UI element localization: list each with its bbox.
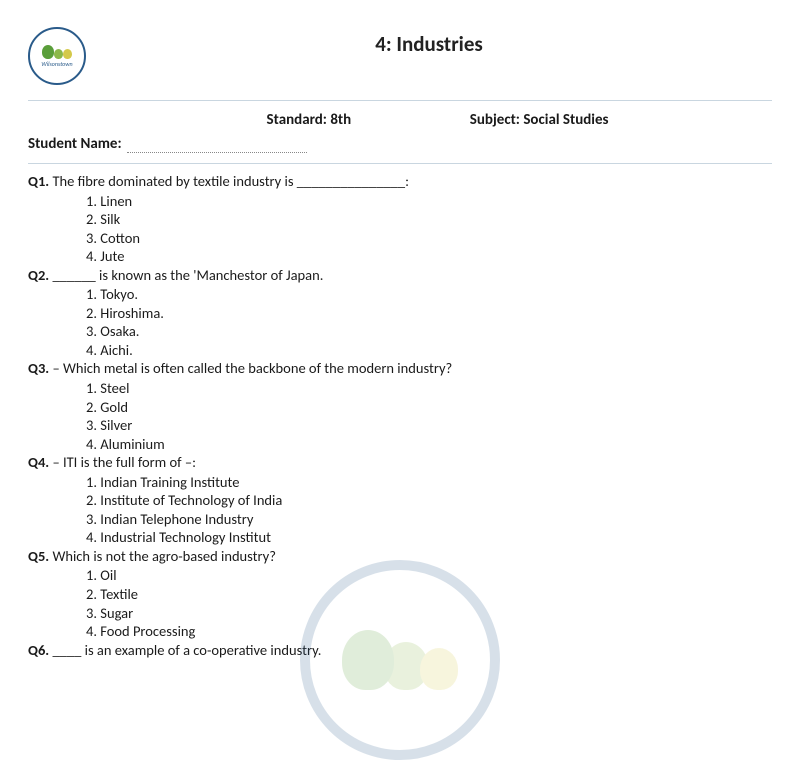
question-option: 3. Osaka. — [28, 322, 772, 341]
question-option: 2. Institute of Technology of India — [28, 491, 772, 510]
student-name-label: Student Name: — [28, 135, 122, 153]
question-option: 4. Food Processing — [28, 622, 772, 641]
logo-caption: Wilsonstown — [41, 60, 72, 68]
question-option: 3. Indian Telephone Industry — [28, 510, 772, 529]
header-divider — [28, 100, 772, 101]
question-option: 4. Industrial Technology Institut — [28, 528, 772, 547]
question-option: 3. Sugar — [28, 604, 772, 623]
question-option: 3. Cotton — [28, 229, 772, 248]
question-option: 2. Silk — [28, 210, 772, 229]
question-option: 1. Steel — [28, 379, 772, 398]
question-option: 4. Jute — [28, 247, 772, 266]
question-number: Q4. — [28, 453, 52, 471]
question-option: 3. Silver — [28, 416, 772, 435]
question-number: Q3. — [28, 359, 52, 377]
meta-divider — [28, 163, 772, 164]
question-option: 1. Tokyo. — [28, 285, 772, 304]
standard-label: Standard: 8th — [28, 111, 430, 129]
question-text: ______ is known as the 'Manchestor of Ja… — [52, 266, 323, 284]
question: Q5. Which is not the agro-based industry… — [28, 547, 772, 566]
student-name-blank — [127, 139, 307, 153]
question-number: Q2. — [28, 266, 52, 284]
subject-label: Subject: Social Studies — [430, 111, 772, 129]
question: Q4. – ITI is the full form of –: — [28, 453, 772, 472]
question-option: 1. Indian Training Institute — [28, 473, 772, 492]
logo-trees-icon — [42, 45, 72, 59]
question-text: The fibre dominated by textile industry … — [52, 172, 409, 190]
question-text: Which is not the agro-based industry? — [52, 547, 276, 565]
question-option: 4. Aichi. — [28, 341, 772, 360]
logo: Wilsonstown — [28, 27, 86, 85]
tree-icon — [54, 49, 63, 59]
question-option: 4. Aluminium — [28, 435, 772, 454]
question-text: – ITI is the full form of –: — [52, 453, 196, 471]
question: Q2. ______ is known as the 'Manchestor o… — [28, 266, 772, 285]
question-text: – Which metal is often called the backbo… — [52, 359, 452, 377]
tree-icon — [42, 45, 54, 59]
question: Q3. – Which metal is often called the ba… — [28, 359, 772, 378]
tree-icon — [63, 49, 72, 59]
question: Q1. The fibre dominated by textile indus… — [28, 172, 772, 191]
question-option: 2. Hiroshima. — [28, 304, 772, 323]
question-number: Q5. — [28, 547, 52, 565]
question-option: 1. Linen — [28, 192, 772, 211]
question-option: 2. Textile — [28, 585, 772, 604]
question-option: 1. Oil — [28, 566, 772, 585]
question-option: 2. Gold — [28, 398, 772, 417]
question-number: Q1. — [28, 172, 52, 190]
page-title: 4: Industries — [86, 25, 772, 57]
